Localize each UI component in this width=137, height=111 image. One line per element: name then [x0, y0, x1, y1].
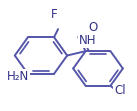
- Text: Cl: Cl: [114, 84, 126, 97]
- Text: NH: NH: [79, 34, 96, 47]
- Text: H₂N: H₂N: [7, 70, 29, 83]
- Text: F: F: [51, 8, 58, 21]
- Text: O: O: [88, 21, 97, 34]
